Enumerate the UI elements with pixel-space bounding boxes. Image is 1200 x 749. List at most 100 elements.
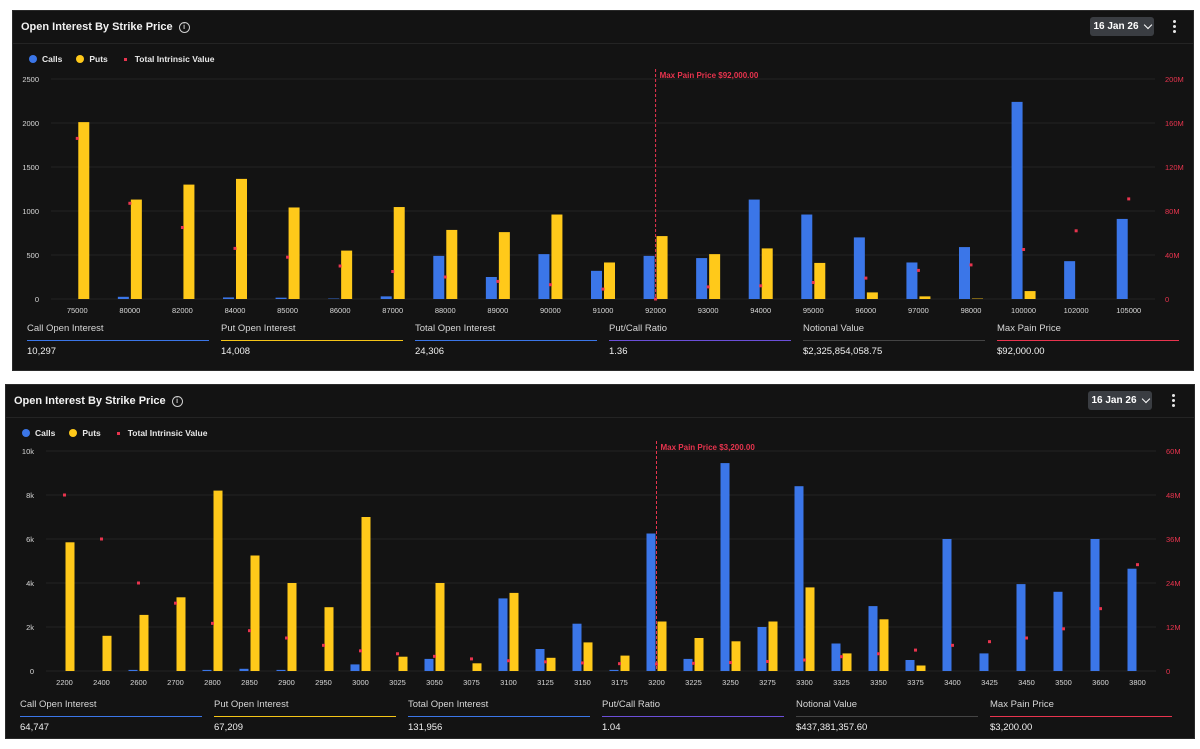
puts-bar <box>604 262 615 299</box>
legend-puts-label: Puts <box>82 428 101 438</box>
intrinsic-value-point <box>128 201 132 205</box>
legend-intrinsic[interactable]: Total Intrinsic Value <box>122 54 215 64</box>
x-tick-label: 3250 <box>722 678 739 687</box>
puts-legend-dot <box>69 429 78 437</box>
y-left-tick-label: 2000 <box>22 119 39 128</box>
y-right-tick-label: 120M <box>1165 163 1184 172</box>
legend-calls[interactable]: Calls <box>29 54 62 64</box>
puts-bar <box>842 653 852 671</box>
y-right-tick-label: 12M <box>1166 623 1181 632</box>
intrinsic-value-point <box>1022 248 1026 251</box>
puts-bar <box>879 619 889 671</box>
intrinsic-value-point <box>233 246 237 250</box>
puts-bar <box>814 262 826 299</box>
summary-stats: Call Open Interest 10,297 Put Open Interes… <box>27 323 1191 357</box>
x-tick-label: 92000 <box>645 306 666 315</box>
calls-bar <box>572 623 582 671</box>
calls-bar <box>591 270 602 299</box>
legend-calls[interactable]: Calls <box>22 428 55 438</box>
date-select-label: 16 Jan 26 <box>1093 21 1139 32</box>
intrinsic-value-point <box>507 659 510 663</box>
stat-label: Call Open Interest <box>20 699 97 710</box>
puts-bar <box>1024 291 1036 299</box>
legend-puts[interactable]: Puts <box>69 428 101 438</box>
x-tick-label: 80000 <box>119 306 140 315</box>
intrinsic-value-point <box>914 648 917 652</box>
legend-intrinsic[interactable]: Total Intrinsic Value <box>115 428 207 438</box>
date-select-button[interactable]: 16 Jan 26 <box>1090 17 1154 36</box>
more-options-icon[interactable] <box>1168 391 1178 410</box>
y-left-tick-label: 0 <box>30 667 34 676</box>
calls-bar <box>485 277 497 299</box>
intrinsic-value-point <box>969 263 973 267</box>
puts-bar <box>551 214 563 299</box>
calls-legend-dot <box>29 55 37 63</box>
puts-bar <box>546 657 556 671</box>
puts-bar <box>509 592 519 671</box>
intrinsic-value-point <box>877 652 880 656</box>
puts-bar <box>620 655 630 671</box>
puts-bar <box>250 555 260 671</box>
x-tick-label: 86000 <box>330 306 351 315</box>
x-tick-label: 3125 <box>537 678 554 687</box>
calls-bar <box>853 237 865 299</box>
stat-underline <box>997 340 1179 341</box>
legend-puts-label: Puts <box>89 54 108 64</box>
puts-bar <box>498 232 510 299</box>
date-select-button[interactable]: 16 Jan 26 <box>1088 391 1152 410</box>
stat-item: Call Open Interest 64,747 <box>20 699 214 733</box>
x-tick-label: 97000 <box>908 306 929 315</box>
info-icon[interactable]: i <box>178 21 190 33</box>
y-left-tick-label: 10k <box>22 447 34 456</box>
intrinsic-value-point <box>1099 607 1102 611</box>
stat-value: 1.36 <box>609 346 628 357</box>
legend-intrinsic-label: Total Intrinsic Value <box>134 54 215 64</box>
stat-value: $2,325,854,058.75 <box>803 346 883 357</box>
puts-bar <box>65 542 75 671</box>
calls-bar <box>757 627 767 671</box>
more-options-icon[interactable] <box>1169 17 1179 36</box>
chevron-down-icon <box>1143 20 1152 30</box>
puts-legend-dot <box>76 55 85 63</box>
puts-bar <box>709 254 721 299</box>
x-tick-label: 3350 <box>870 678 887 687</box>
y-right-tick-label: 0 <box>1165 295 1169 304</box>
intrinsic-value-point <box>581 661 584 665</box>
calls-bar <box>868 606 878 671</box>
calls-bar <box>801 214 813 299</box>
x-tick-label: 3600 <box>1092 678 1109 687</box>
stat-label: Notional Value <box>803 323 865 334</box>
calls-bar <box>646 533 656 671</box>
intrinsic-value-point <box>338 264 342 268</box>
intrinsic-value-point <box>63 493 66 497</box>
x-tick-label: 3100 <box>500 678 517 687</box>
calls-bar <box>276 669 286 671</box>
intrinsic-legend-marker <box>116 431 120 435</box>
puts-bar <box>446 229 458 299</box>
intrinsic-value-point <box>655 662 658 666</box>
x-tick-label: 3325 <box>833 678 850 687</box>
legend-puts[interactable]: Puts <box>76 54 108 64</box>
calls-bar <box>1053 591 1063 671</box>
x-tick-label: 98000 <box>961 306 982 315</box>
puts-bar <box>288 207 300 299</box>
puts-bar <box>130 199 142 299</box>
info-icon[interactable]: i <box>171 395 183 407</box>
intrinsic-value-point <box>1025 636 1028 640</box>
puts-bar <box>657 621 667 671</box>
y-right-tick-label: 24M <box>1166 579 1181 588</box>
intrinsic-value-point <box>443 275 447 279</box>
stat-underline <box>221 340 403 341</box>
stat-item: Notional Value $2,325,854,058.75 <box>803 323 997 357</box>
eth-open-interest-panel: Open Interest By Strike Price i 16 Jan 2… <box>5 384 1195 739</box>
stat-item: Total Open Interest 131,956 <box>408 699 602 733</box>
stat-underline <box>20 716 202 717</box>
puts-bar <box>694 638 704 671</box>
max-pain-label: Max Pain Price $92,000.00 <box>660 71 759 80</box>
stat-underline <box>408 716 590 717</box>
calls-bar <box>538 254 550 299</box>
intrinsic-value-point <box>618 662 621 666</box>
calls-bar <box>794 486 804 671</box>
panel-title-text: Open Interest By Strike Price <box>21 21 173 33</box>
intrinsic-value-point <box>322 643 325 647</box>
